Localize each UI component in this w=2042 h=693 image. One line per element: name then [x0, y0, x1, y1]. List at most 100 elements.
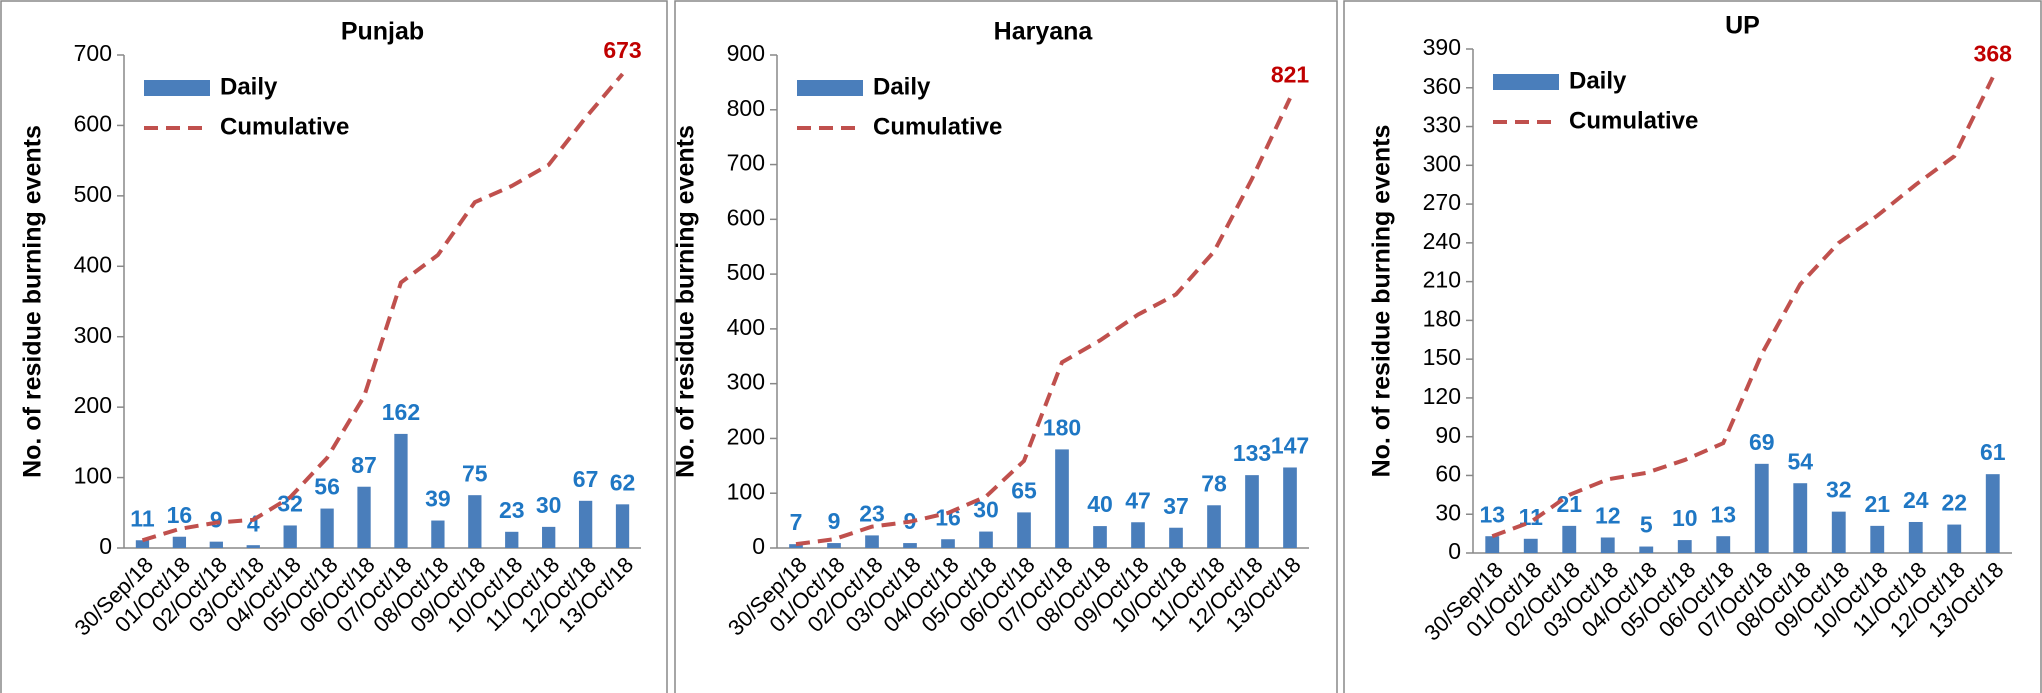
y-tick-label: 400	[727, 314, 765, 340]
data-label: 75	[462, 460, 488, 486]
bar	[1131, 522, 1145, 548]
bar	[209, 541, 223, 548]
data-label: 147	[1271, 433, 1309, 459]
y-tick-label: 210	[1423, 267, 1461, 293]
bar	[1985, 474, 2000, 553]
data-label: 133	[1233, 440, 1271, 466]
y-tick-label: 100	[727, 478, 765, 504]
legend-label: Daily	[220, 73, 278, 100]
y-tick-label: 100	[74, 463, 112, 489]
data-label: 9	[828, 508, 841, 534]
data-label: 23	[499, 497, 525, 523]
y-tick-label: 200	[727, 424, 765, 450]
bar	[1093, 526, 1107, 548]
bar	[1055, 449, 1069, 548]
y-tick-label: 500	[727, 259, 765, 285]
data-label: 30	[536, 492, 562, 518]
data-label: 87	[351, 452, 377, 478]
bar	[1169, 527, 1183, 548]
data-label: 67	[573, 466, 599, 492]
y-tick-label: 200	[74, 392, 112, 418]
y-tick-label: 300	[727, 369, 765, 395]
data-label: 32	[1826, 477, 1852, 503]
data-label: 24	[1903, 487, 1929, 513]
bar	[431, 520, 445, 548]
y-tick-label: 800	[727, 95, 765, 121]
data-label: 39	[425, 486, 451, 512]
y-tick-label: 240	[1423, 228, 1461, 254]
bar	[1793, 483, 1808, 553]
legend-label: Cumulative	[873, 113, 1002, 140]
bar	[979, 531, 993, 548]
bar	[1562, 525, 1577, 553]
chart-panel: Haryana No. of residue burning events 0 100…	[672, 0, 1338, 693]
y-tick-label: 600	[74, 111, 112, 137]
data-label: 180	[1043, 414, 1081, 440]
bar	[505, 531, 519, 548]
chart-title: Haryana	[994, 18, 1094, 46]
bar	[865, 535, 879, 548]
legend-swatch	[797, 80, 863, 96]
y-axis-label: No. of residue burning events	[1368, 125, 1396, 478]
y-tick-label: 90	[1435, 422, 1461, 448]
y-tick-label: 150	[1423, 344, 1461, 370]
y-tick-label: 180	[1423, 305, 1461, 331]
line-series	[795, 97, 1292, 547]
panel-border	[1343, 0, 2042, 693]
legend-swatch	[1493, 74, 1559, 90]
line-series	[141, 72, 625, 543]
data-label: 11	[130, 505, 155, 531]
bar	[1870, 525, 1885, 553]
bar	[357, 486, 371, 548]
bar	[578, 500, 593, 548]
y-axis-label: No. of residue burning events	[672, 125, 700, 478]
bar	[1283, 467, 1297, 548]
data-label: 368	[1974, 41, 2013, 67]
y-tick-label: 390	[1423, 34, 1461, 60]
data-label: 37	[1163, 493, 1189, 519]
y-tick-label: 300	[1423, 150, 1461, 176]
bar	[468, 495, 482, 548]
data-label: 69	[1749, 429, 1775, 455]
bar	[1639, 546, 1654, 553]
bar	[615, 504, 630, 548]
data-label: 47	[1125, 487, 1151, 513]
bar	[827, 543, 841, 548]
data-label: 5	[1640, 512, 1653, 538]
bar	[135, 540, 150, 548]
data-label: 23	[859, 500, 885, 526]
data-label: 62	[610, 469, 636, 495]
data-label: 10	[1672, 505, 1698, 531]
bar	[320, 508, 334, 548]
data-label: 13	[1710, 501, 1736, 527]
bar	[1754, 463, 1769, 553]
data-label: 4	[247, 510, 260, 536]
bar	[246, 545, 260, 548]
legend-swatch	[144, 80, 210, 96]
chart-title: UP	[1725, 12, 1760, 40]
y-tick-label: 300	[74, 322, 112, 348]
bar	[1677, 540, 1692, 553]
data-label: 162	[382, 399, 420, 425]
bar	[1908, 521, 1923, 553]
bar	[941, 539, 955, 548]
panel-border	[674, 0, 1338, 693]
bar	[1947, 524, 1962, 553]
data-label: 21	[1864, 491, 1890, 517]
panel-border	[0, 0, 668, 693]
bar	[1207, 505, 1221, 548]
y-tick-label: 400	[74, 251, 112, 277]
chart-title: Punjab	[341, 18, 424, 46]
y-tick-label: 360	[1423, 73, 1461, 99]
bar	[1523, 538, 1538, 553]
y-axis-label: No. of residue burning events	[19, 125, 47, 478]
data-label: 16	[167, 502, 193, 528]
data-label: 7	[790, 509, 803, 535]
data-label: 40	[1087, 491, 1113, 517]
y-tick-label: 0	[1448, 538, 1461, 564]
bar	[1831, 511, 1846, 553]
legend-label: Daily	[1569, 67, 1627, 94]
data-label: 12	[1595, 503, 1621, 529]
bar	[903, 543, 917, 548]
data-label: 78	[1201, 470, 1227, 496]
